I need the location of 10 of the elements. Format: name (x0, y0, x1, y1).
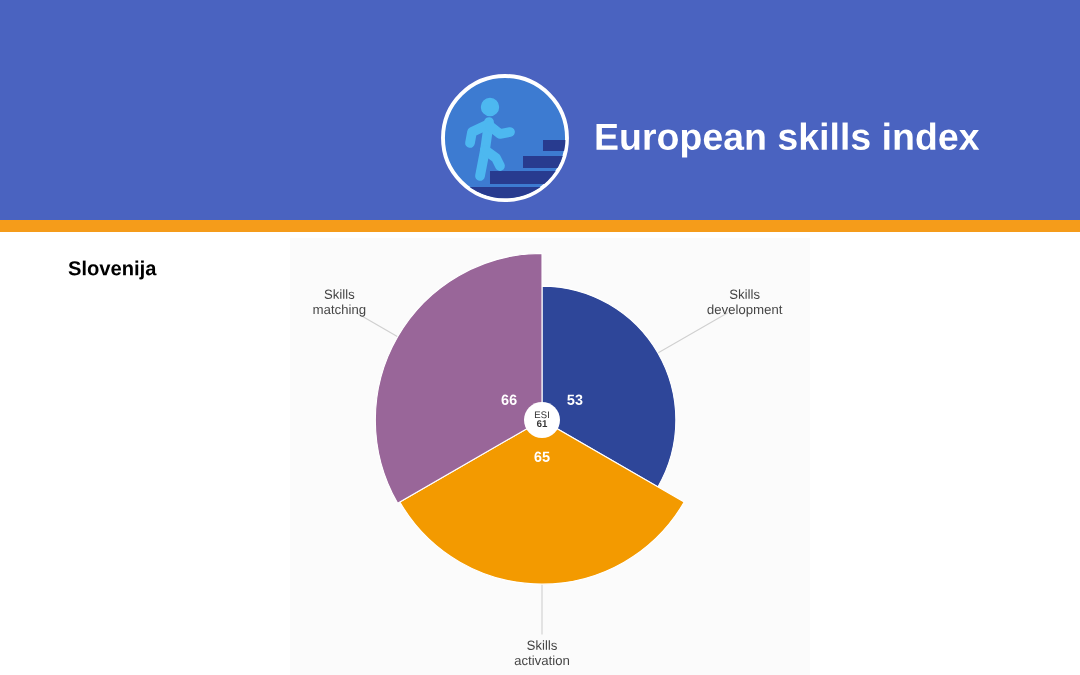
data-label: 66 (501, 394, 517, 405)
category-label: Skills matching (313, 289, 366, 317)
text: Slovenija (68, 260, 157, 280)
category-label: Skills activation (514, 640, 570, 666)
text: ESI (534, 411, 549, 419)
data-label: 65 (534, 451, 550, 462)
data-label: 53 (567, 394, 583, 405)
text: 61 (536, 420, 548, 428)
text: European skills index (596, 122, 980, 158)
category-label: Skills development (707, 289, 783, 317)
